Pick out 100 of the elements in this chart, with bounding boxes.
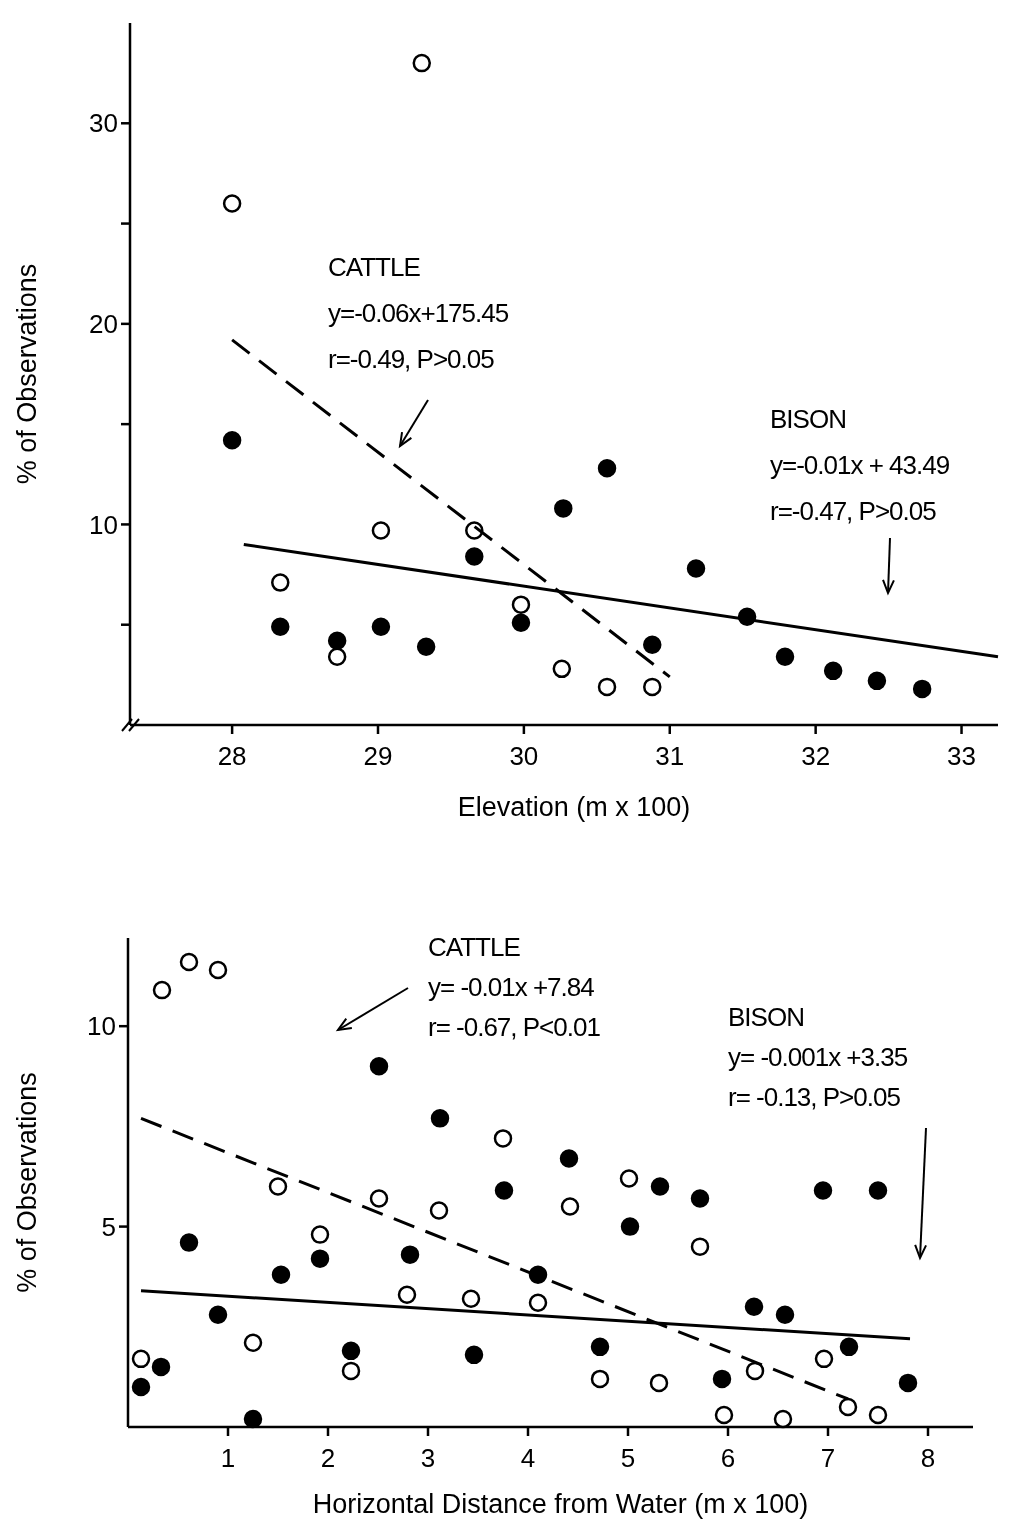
x-tick-label: 32 — [801, 741, 831, 771]
point — [461, 1289, 481, 1308]
x-axis-title: Horizontal Distance from Water (m x 100) — [312, 1489, 809, 1519]
point — [868, 1405, 888, 1425]
point — [310, 1225, 330, 1244]
point — [838, 1397, 858, 1417]
point — [898, 1373, 918, 1393]
point — [528, 1293, 548, 1312]
point — [745, 1361, 765, 1381]
point — [371, 617, 391, 636]
point — [341, 1361, 361, 1381]
x-tick-label: 30 — [509, 741, 539, 771]
point — [867, 671, 887, 691]
point — [430, 1109, 450, 1128]
point — [597, 459, 617, 478]
point — [712, 1369, 732, 1389]
point — [714, 1405, 734, 1425]
point — [686, 559, 706, 578]
point — [464, 1345, 484, 1365]
point — [271, 617, 290, 636]
x-tick-label: 3 — [420, 1443, 436, 1473]
point — [327, 631, 347, 651]
point — [912, 679, 932, 699]
point — [131, 1377, 151, 1397]
annotation: BISON y= -0.001x +3.35 r= -0.13, P>0.05 — [728, 1002, 908, 1112]
point — [690, 1189, 710, 1208]
point — [271, 573, 290, 592]
point — [371, 521, 391, 540]
point — [773, 1409, 793, 1429]
point — [369, 1057, 389, 1076]
x-tick-label: 7 — [820, 1443, 836, 1473]
point — [222, 194, 242, 213]
point — [590, 1369, 610, 1389]
y-tick-label: 10 — [89, 509, 118, 540]
point — [465, 547, 484, 566]
point — [208, 960, 228, 980]
x-tick-label: 29 — [363, 741, 393, 771]
point — [243, 1409, 263, 1429]
x-tick-label: 2 — [320, 1443, 336, 1473]
point — [429, 1201, 449, 1220]
x-tick-label: 6 — [720, 1443, 736, 1473]
point — [619, 1169, 639, 1188]
point — [310, 1249, 330, 1268]
point — [775, 1305, 795, 1325]
annotation: CATTLE y= -0.01x +7.84 r= -0.67, P<0.01 — [428, 932, 601, 1042]
point — [813, 1181, 833, 1200]
y-axis-title: % of Observations — [12, 263, 42, 485]
x-tick-label: 4 — [520, 1443, 536, 1473]
point — [341, 1341, 361, 1361]
point — [268, 1177, 288, 1196]
y-tick-label: 20 — [89, 308, 118, 339]
point — [552, 659, 572, 679]
point — [690, 1237, 710, 1256]
point — [131, 1349, 151, 1369]
y-tick-label: 30 — [89, 108, 118, 139]
point — [151, 1357, 171, 1377]
point — [179, 952, 199, 972]
point — [649, 1373, 669, 1393]
point — [271, 1265, 291, 1284]
point — [327, 647, 347, 667]
point — [369, 1189, 389, 1208]
point — [179, 1233, 199, 1252]
point — [554, 499, 573, 518]
point — [493, 1129, 513, 1148]
annotation: BISON y=-0.01x + 43.49 r=-0.47, P>0.05 — [770, 404, 950, 526]
point — [416, 637, 436, 657]
point — [222, 430, 242, 450]
point — [597, 677, 617, 697]
point — [868, 1181, 888, 1200]
point — [208, 1305, 228, 1325]
point — [620, 1217, 640, 1236]
x-tick-label: 31 — [655, 741, 685, 771]
point — [775, 647, 795, 667]
point — [744, 1297, 764, 1316]
point — [243, 1333, 263, 1353]
point — [397, 1285, 417, 1304]
point — [839, 1337, 859, 1357]
point — [559, 1149, 579, 1168]
x-tick-label: 28 — [217, 741, 247, 771]
y-tick-label: 10 — [87, 1011, 116, 1042]
x-tick-label: 1 — [220, 1443, 236, 1473]
point — [560, 1197, 580, 1216]
point — [511, 613, 531, 632]
point — [650, 1177, 670, 1196]
point — [643, 677, 662, 697]
point — [511, 595, 531, 614]
point — [823, 661, 843, 681]
x-axis-title: Elevation (m x 100) — [457, 792, 691, 822]
x-tick-label: 33 — [947, 741, 976, 771]
y-axis-title: % of Observations — [12, 1072, 42, 1293]
y-tick-label: 5 — [101, 1211, 116, 1242]
point — [590, 1337, 610, 1357]
point — [400, 1245, 420, 1264]
point — [412, 53, 432, 73]
point — [494, 1181, 514, 1200]
point — [643, 635, 662, 655]
annotation: CATTLE y=-0.06x+175.45 r=-0.49, P>0.05 — [328, 252, 509, 374]
point — [814, 1349, 834, 1369]
x-tick-label: 5 — [620, 1443, 636, 1473]
x-tick-label: 8 — [920, 1443, 936, 1473]
